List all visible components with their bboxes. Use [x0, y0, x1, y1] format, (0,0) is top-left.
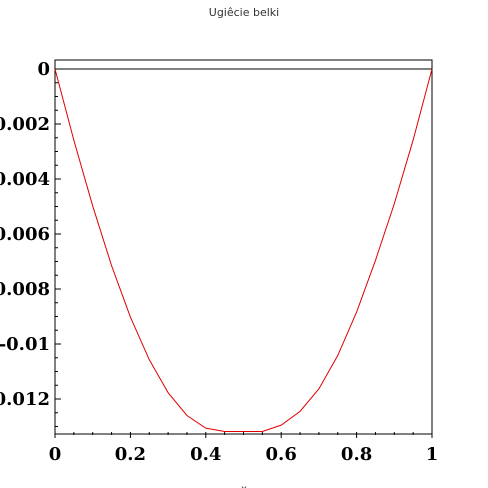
y-axis: 0 0.002 0.004 0.006 0.008 -0.01 0.012 — [0, 59, 61, 427]
x-axis-label: x — [241, 484, 247, 488]
x-tick-label: 0.4 — [190, 444, 221, 465]
y-tick-label: 0.004 — [0, 169, 50, 190]
x-axis: 0 0.2 0.4 0.6 0.8 1 — [49, 432, 439, 465]
plot-frame — [54, 59, 433, 435]
y-tick-label: 0.012 — [0, 389, 50, 410]
y-tick-label: 0.006 — [0, 224, 50, 245]
x-tick-label: 0 — [49, 444, 62, 465]
deflection-series-line — [54, 68, 433, 432]
x-tick-label: 0.2 — [115, 444, 146, 465]
y-tick-label: 0 — [37, 59, 50, 80]
chart-title: Ugiêcie belki — [209, 6, 279, 19]
y-tick-label: 0.002 — [0, 114, 50, 135]
y-tick-label: -0.01 — [0, 334, 50, 355]
y-tick-label: 0.008 — [0, 279, 50, 300]
x-tick-label: 1 — [426, 444, 439, 465]
x-tick-label: 0.8 — [341, 444, 372, 465]
x-tick-label: 0.6 — [266, 444, 297, 465]
